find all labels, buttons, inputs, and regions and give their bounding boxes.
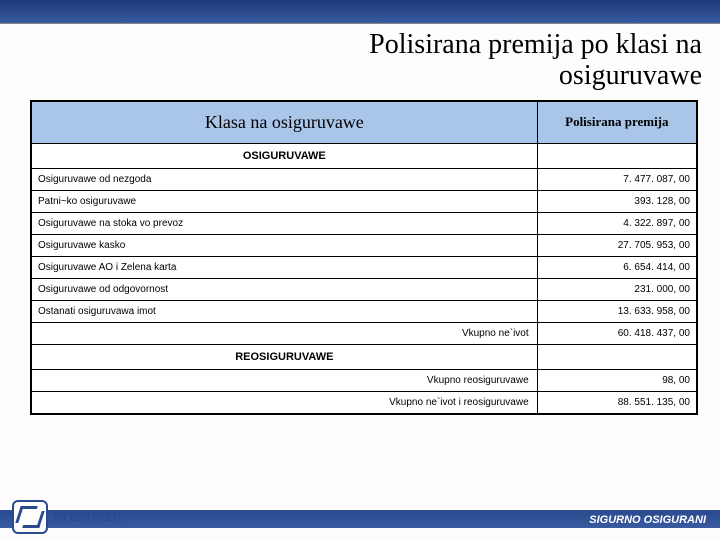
section-row: OSIGURUVAWE — [31, 143, 697, 168]
table-row: Osiguruvawe na stoka vo prevoz 4. 322. 8… — [31, 212, 697, 234]
table-row: Osiguruvawe od odgovornost 231. 000, 00 — [31, 278, 697, 300]
logo-text: IN BROKER — [54, 511, 121, 523]
page-title: Polisirana premija po klasi na osiguruva… — [0, 24, 720, 100]
table-row: Patni~ko osiguruvawe 393. 128, 00 — [31, 190, 697, 212]
header-premija: Polisirana premija — [537, 101, 697, 144]
row-label: Patni~ko osiguruvawe — [31, 190, 537, 212]
title-line-2: osiguruvawe — [559, 60, 702, 91]
section-row: REOSIGURUVAWE — [31, 344, 697, 369]
row-value: 4. 322. 897, 00 — [537, 212, 697, 234]
subtotal-row: Vkupno reosiguruvawe 98, 00 — [31, 369, 697, 391]
row-label: Osiguruvawe od odgovornost — [31, 278, 537, 300]
section-blank — [537, 143, 697, 168]
logo-mark-icon — [12, 500, 48, 534]
row-value: 393. 128, 00 — [537, 190, 697, 212]
total-value: 88. 551. 135, 00 — [537, 391, 697, 414]
row-value: 27. 705. 953, 00 — [537, 234, 697, 256]
subtotal-row: Vkupno ne`ivot 60. 418. 437, 00 — [31, 322, 697, 344]
tagline: SIGURNO OSIGURANI — [589, 514, 706, 526]
row-value: 6. 654. 414, 00 — [537, 256, 697, 278]
top-stripe — [0, 0, 720, 24]
row-value: 13. 633. 958, 00 — [537, 300, 697, 322]
table-container: Klasa na osiguruvawe Polisirana premija … — [30, 100, 698, 415]
row-label: Ostanati osiguruvawa imot — [31, 300, 537, 322]
subtotal-neivot-value: 60. 418. 437, 00 — [537, 322, 697, 344]
row-value: 231. 000, 00 — [537, 278, 697, 300]
section-osiguruvawe: OSIGURUVAWE — [31, 143, 537, 168]
subtotal-reosig-label: Vkupno reosiguruvawe — [31, 369, 537, 391]
total-row: Vkupno ne`ivot i reosiguruvawe 88. 551. … — [31, 391, 697, 414]
table-row: Osiguruvawe od nezgoda 7. 477. 087, 00 — [31, 168, 697, 190]
table-row: Ostanati osiguruvawa imot 13. 633. 958, … — [31, 300, 697, 322]
section-reosiguruvawe: REOSIGURUVAWE — [31, 344, 537, 369]
table-row: Osiguruvawe kasko 27. 705. 953, 00 — [31, 234, 697, 256]
logo: IN BROKER — [12, 500, 121, 534]
section-blank — [537, 344, 697, 369]
row-label: Osiguruvawe od nezgoda — [31, 168, 537, 190]
table-header-row: Klasa na osiguruvawe Polisirana premija — [31, 101, 697, 144]
subtotal-neivot-label: Vkupno ne`ivot — [31, 322, 537, 344]
subtotal-reosig-value: 98, 00 — [537, 369, 697, 391]
total-label: Vkupno ne`ivot i reosiguruvawe — [31, 391, 537, 414]
title-line-1: Polisirana premija po klasi na — [369, 29, 702, 60]
table-row: Osiguruvawe AO i Zelena karta 6. 654. 41… — [31, 256, 697, 278]
row-label: Osiguruvawe AO i Zelena karta — [31, 256, 537, 278]
row-value: 7. 477. 087, 00 — [537, 168, 697, 190]
row-label: Osiguruvawe na stoka vo prevoz — [31, 212, 537, 234]
header-klasa: Klasa na osiguruvawe — [31, 101, 537, 144]
row-label: Osiguruvawe kasko — [31, 234, 537, 256]
footer: IN BROKER SIGURNO OSIGURANI — [0, 488, 720, 540]
premija-table: Klasa na osiguruvawe Polisirana premija … — [30, 100, 698, 415]
